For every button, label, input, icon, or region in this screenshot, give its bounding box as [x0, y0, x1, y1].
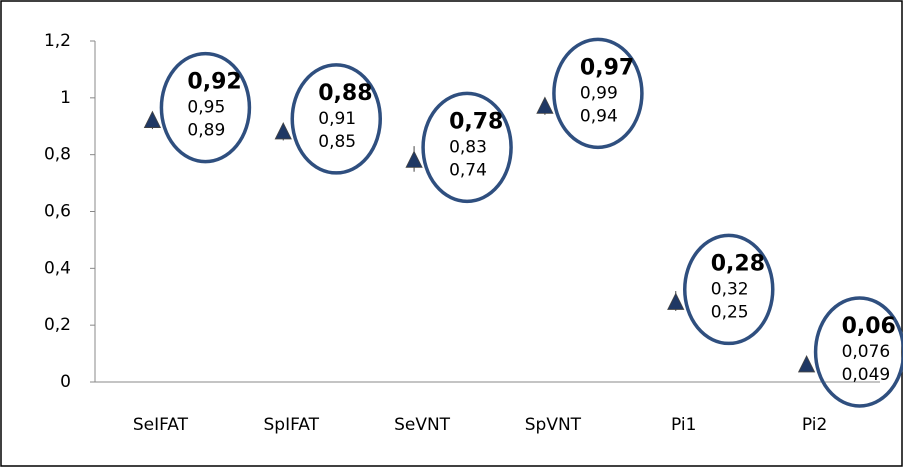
- x-tick-label: SpVNT: [525, 415, 582, 435]
- label-ellipse: [813, 296, 903, 408]
- x-tick-label: Pi1: [671, 415, 696, 435]
- marker: [536, 96, 554, 114]
- upper-label: 0,91: [318, 109, 356, 129]
- value-label: 0,97: [580, 55, 634, 80]
- marker: [667, 292, 685, 310]
- value-label: 0,88: [318, 81, 372, 106]
- y-tick-label: 0,4: [44, 258, 71, 278]
- label-ellipse: [683, 233, 775, 346]
- lower-label: 0,89: [187, 121, 225, 141]
- upper-label: 0,83: [449, 137, 487, 157]
- marker: [143, 110, 162, 128]
- marker: [274, 122, 292, 140]
- label-ellipse: [552, 37, 644, 150]
- y-tick-label: 1,2: [44, 31, 71, 51]
- marker: [797, 355, 816, 373]
- lower-label: 0,74: [449, 160, 487, 180]
- x-tick-label: SeIFAT: [133, 415, 189, 435]
- label-ellipse: [421, 91, 513, 204]
- x-tick-label: SeVNT: [394, 415, 451, 435]
- lower-label: 0,25: [711, 302, 749, 322]
- upper-label: 0,95: [187, 98, 225, 118]
- value-label: 0,06: [842, 314, 896, 339]
- x-tick-label: Pi2: [802, 415, 827, 435]
- upper-label: 0,32: [711, 279, 749, 299]
- y-tick-label: 0,8: [44, 145, 71, 165]
- value-label: 0,92: [187, 70, 241, 95]
- x-tick-label: SpIFAT: [263, 415, 319, 435]
- upper-label: 0,99: [580, 83, 618, 103]
- upper-label: 0,076: [842, 342, 891, 362]
- marker: [405, 150, 423, 168]
- y-tick-label: 0,2: [44, 315, 71, 335]
- label-ellipse: [159, 51, 252, 164]
- lower-label: 0,049: [842, 365, 891, 385]
- y-tick-label: 0: [60, 372, 71, 392]
- y-tick-label: 1: [60, 88, 71, 108]
- y-tick-label: 0,6: [44, 202, 71, 222]
- label-ellipse: [290, 63, 382, 175]
- value-label: 0,78: [449, 109, 503, 134]
- lower-label: 0,94: [580, 106, 618, 126]
- value-label: 0,28: [711, 251, 765, 276]
- lower-label: 0,85: [318, 132, 356, 152]
